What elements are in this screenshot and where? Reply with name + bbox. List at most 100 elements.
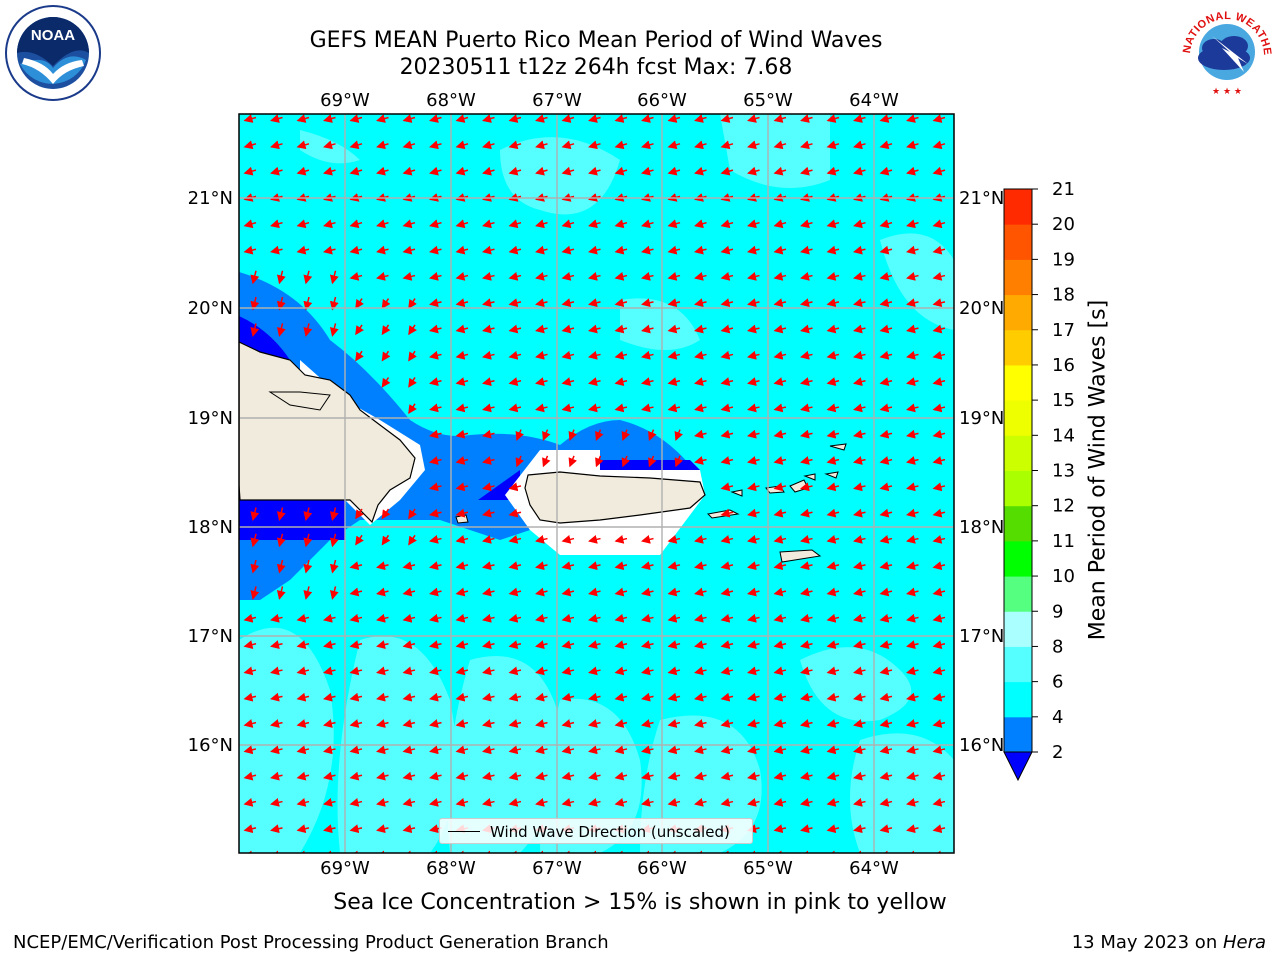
wind-wave-arrow [853,350,866,360]
wind-wave-arrow [853,429,866,439]
wind-wave-arrow [535,324,548,334]
wind-wave-arrow [296,824,310,834]
colorbar-segment [1004,470,1032,507]
wind-wave-arrow [429,114,442,123]
wind-wave-arrow [747,166,760,176]
wind-wave-arrow [853,692,866,702]
wind-wave-arrow [800,534,813,544]
wind-wave-arrow [349,745,363,755]
wind-wave-arrow [329,296,339,311]
wind-wave-arrow [906,613,919,623]
colorbar-segment [1004,294,1032,331]
wind-wave-arrow [773,561,787,571]
wind-wave-arrow [667,298,681,308]
wind-wave-arrow [906,508,919,518]
wind-wave-arrow [303,323,313,337]
wind-wave-arrow [879,508,893,518]
wind-wave-arrow [853,166,866,176]
wind-wave-arrow [667,350,681,360]
wind-wave-arrow [800,456,813,465]
wind-wave-arrow [508,219,522,229]
wind-wave-arrow [535,377,548,386]
wind-wave-arrow [276,586,286,600]
wind-wave-arrow [932,613,946,623]
wind-wave-arrow [588,613,601,623]
wind-wave-arrow [588,271,601,281]
wind-wave-arrow [455,850,466,853]
lat-label-right: 21°N [959,188,1004,209]
wind-wave-arrow [561,692,575,702]
wind-wave-arrow [853,245,866,255]
wind-wave-arrow [747,719,760,728]
wind-wave-arrow [879,561,893,571]
wind-wave-arrow [561,219,575,229]
wind-wave-arrow [482,587,495,597]
wind-wave-arrow [482,350,495,360]
wind-wave-arrow [720,403,734,413]
wind-wave-arrow [250,533,260,548]
wind-wave-arrow [508,377,522,386]
wind-wave-arrow [535,797,548,807]
wind-wave-arrow [853,824,866,834]
wind-wave-arrow [667,850,678,853]
colorbar-tick-label: 14 [1052,425,1075,446]
wind-wave-arrow [800,850,810,853]
colorbar-segment [1004,329,1032,366]
wind-wave-arrow [667,719,681,728]
wind-wave-arrow [482,114,495,123]
wind-wave-arrow [482,482,495,492]
wind-wave-arrow [270,114,283,123]
colorbar-segment [1004,224,1032,260]
wind-wave-arrow [906,377,919,386]
wind-wave-arrow [588,666,601,676]
wind-wave-arrow [773,271,787,281]
wind-wave-arrow [303,296,313,311]
wind-wave-arrow [482,745,495,755]
wind-wave-arrow [800,271,813,281]
wind-wave-arrow [455,324,469,334]
wind-wave-arrow [773,114,787,123]
wind-wave-arrow [747,640,760,649]
wind-wave-arrow [376,666,389,676]
wind-wave-arrow [879,166,893,176]
wind-wave-arrow [270,771,283,781]
colorbar-tick-label: 11 [1052,531,1075,552]
colorbar-segment [1004,364,1032,401]
footer-date-text: 13 May 2023 on [1071,932,1223,953]
wind-wave-arrow [614,403,628,413]
wind-wave-arrow [243,771,257,781]
wind-wave-arrow [402,797,416,807]
wind-wave-arrow [826,482,840,492]
wind-wave-arrow [932,271,946,281]
wind-wave-arrow [455,613,469,623]
wind-wave-arrow [250,586,260,600]
wind-wave-arrow [879,140,893,150]
wind-wave-arrow [508,245,522,255]
wind-wave-arrow [376,140,389,150]
legend-line-icon [448,831,480,832]
wind-wave-arrow [349,561,363,571]
wind-wave-arrow [694,219,707,229]
map-frame [238,113,955,854]
wind-wave-arrow [349,771,363,781]
wind-wave-arrow [773,456,787,465]
wind-wave-arrow [588,140,601,150]
wind-wave-arrow [303,586,313,600]
wind-wave-arrow [455,508,469,518]
wind-wave-arrow [243,613,257,623]
wind-wave-arrow [455,298,469,308]
wind-wave-arrow [482,640,495,649]
wind-wave-arrow [561,587,575,597]
wind-wave-arrow [296,613,310,623]
wind-wave-arrow [243,797,257,807]
wind-wave-arrow [906,114,919,123]
wind-wave-arrow [508,640,522,649]
wind-wave-arrow [773,482,787,492]
wind-wave-arrow [482,797,495,807]
wind-wave-arrow [455,350,469,360]
wind-wave-arrow [800,666,813,676]
wind-wave-arrow [932,587,946,597]
wind-wave-arrow [641,324,654,334]
wind-wave-arrow [853,771,866,781]
colorbar-tick-label: 9 [1052,601,1063,622]
